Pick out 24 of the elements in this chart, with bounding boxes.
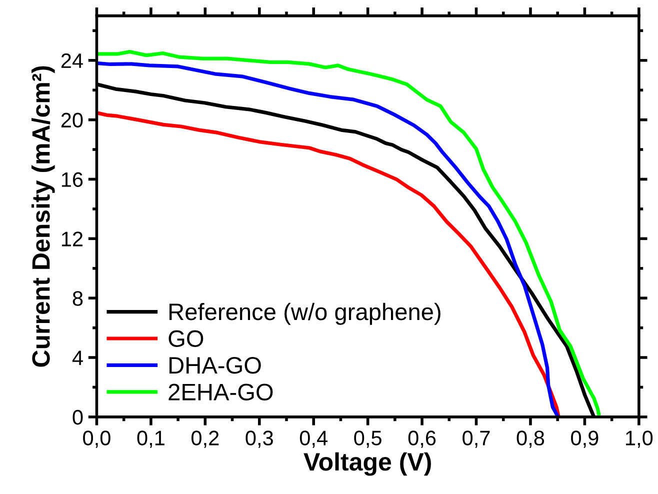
- x-tick-label: 0,0: [83, 430, 110, 448]
- legend-label: DHA-GO: [169, 357, 261, 374]
- x-tick-label: 0,8: [516, 430, 544, 448]
- y-tick-label: 12: [62, 232, 82, 246]
- x-tick-label: 0,9: [571, 430, 598, 448]
- legend-label: 2EHA-GO: [168, 384, 273, 400]
- legend-label: Reference (w/o graphene): [169, 302, 440, 325]
- y-tick-label: 0: [72, 410, 83, 425]
- x-tick-label: 0,2: [192, 430, 219, 448]
- x-tick-label: 0,6: [408, 430, 436, 448]
- y-tick-label: 24: [61, 53, 83, 68]
- y-tick-label: 4: [72, 350, 83, 366]
- x-tick-label: 0,3: [246, 430, 273, 448]
- y-tick-label: 16: [62, 172, 83, 187]
- x-tick-label: 0,1: [137, 430, 164, 448]
- x-axis-title: Voltage (V): [304, 452, 431, 476]
- x-tick-label: 0,5: [354, 430, 382, 448]
- legend-label: GO: [168, 330, 204, 347]
- x-tick-label: 1,0: [626, 430, 653, 448]
- y-tick-label: 8: [72, 291, 83, 306]
- y-tick-label: 20: [61, 112, 83, 128]
- x-tick-label: 0,4: [300, 430, 328, 448]
- x-tick-label: 0,7: [462, 430, 490, 448]
- y-axis-title: Current Density (mA/cm²): [32, 66, 55, 367]
